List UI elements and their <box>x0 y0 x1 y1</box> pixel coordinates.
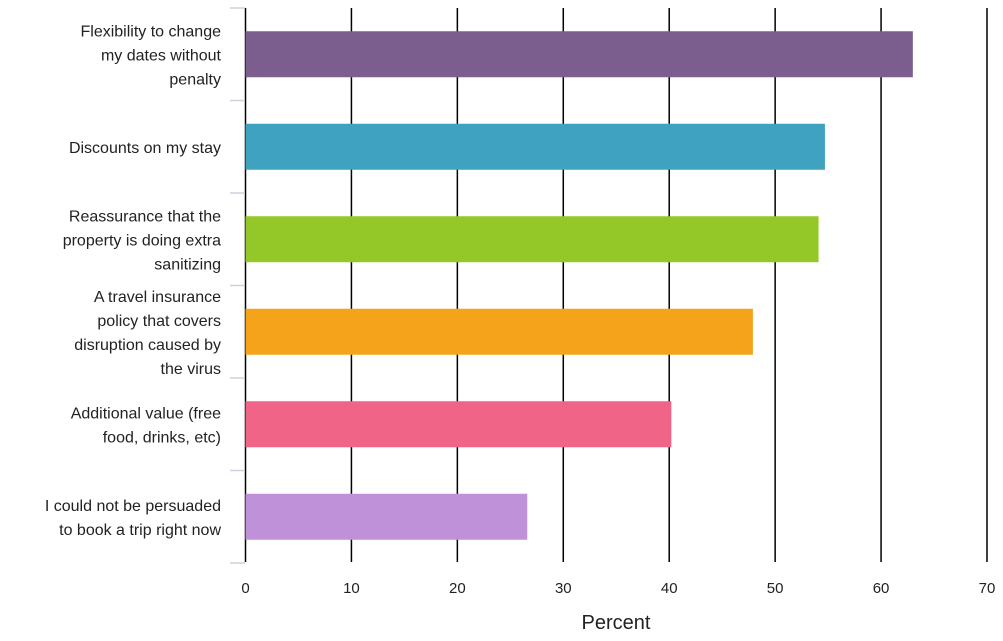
category-label: Reassurance that the <box>69 208 221 225</box>
bar <box>245 216 819 263</box>
category-label: A travel insurance <box>94 289 221 306</box>
bar <box>245 401 672 448</box>
x-tick-label: 20 <box>449 580 466 597</box>
bar <box>245 123 825 170</box>
category-label: my dates without <box>101 47 222 64</box>
x-tick-label: 30 <box>555 580 572 597</box>
grid-lines <box>244 8 988 562</box>
category-label: Discounts on my stay <box>69 140 221 157</box>
x-tick-label: 50 <box>767 580 784 597</box>
category-labels: Flexibility to change my dates without pen… <box>45 23 222 539</box>
bar <box>245 493 528 540</box>
category-label: food, drinks, etc) <box>103 429 221 446</box>
x-tick-label: 0 <box>241 580 249 597</box>
x-tick-label: 40 <box>661 580 678 597</box>
x-tick-label: 60 <box>873 580 890 597</box>
category-label: sanitizing <box>154 256 221 273</box>
x-tick-labels: 0 10 20 30 40 50 60 70 <box>241 580 995 597</box>
category-label: Additional value (free <box>71 405 221 422</box>
category-label: penalty <box>169 71 221 88</box>
bar <box>245 31 913 78</box>
x-tick-label: 10 <box>343 580 360 597</box>
x-axis-title: Percent <box>582 612 651 634</box>
bar <box>245 308 753 355</box>
category-label: Flexibility to change <box>80 23 221 40</box>
category-label: property is doing extra <box>63 232 221 249</box>
category-label: the virus <box>161 361 221 378</box>
category-label: to book a trip right now <box>59 522 221 539</box>
bars <box>245 31 913 540</box>
x-tick-label: 70 <box>979 580 996 597</box>
category-axis-ticks <box>230 7 245 564</box>
category-label: I could not be persuaded <box>45 498 221 515</box>
category-label: policy that covers <box>97 313 221 330</box>
category-label: disruption caused by <box>74 337 221 354</box>
